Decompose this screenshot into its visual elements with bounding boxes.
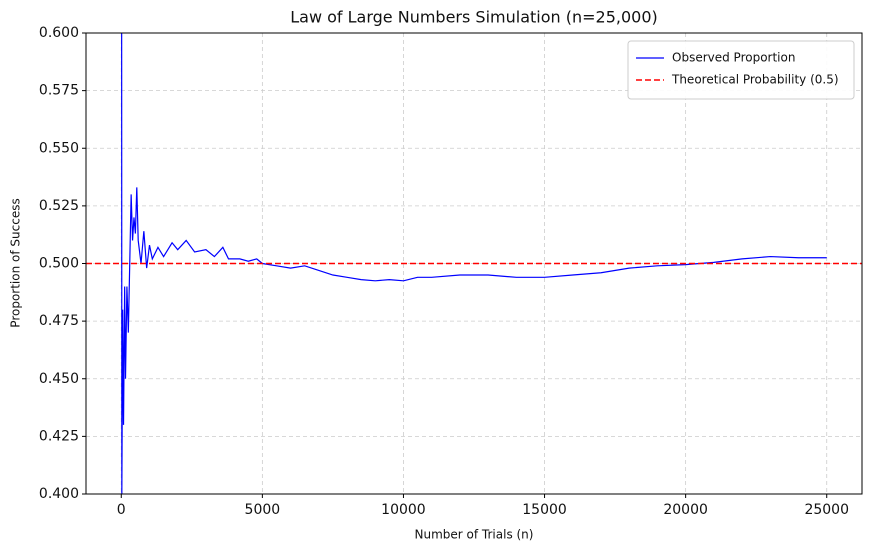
- y-tick-label: 0.500: [39, 256, 79, 272]
- legend-label: Theoretical Probability (0.5): [671, 73, 839, 87]
- x-tick-label: 0: [117, 502, 126, 518]
- data-line: [121, 33, 827, 494]
- y-tick-label: 0.475: [39, 313, 79, 329]
- x-tick-label: 15000: [522, 502, 567, 518]
- x-tick-label: 5000: [245, 502, 281, 518]
- y-tick-label: 0.575: [39, 83, 79, 99]
- x-tick-label: 10000: [381, 502, 426, 518]
- y-tick-label: 0.550: [39, 140, 79, 156]
- legend-box: [627, 40, 855, 100]
- y-tick-label: 0.525: [39, 198, 79, 214]
- y-tick-label: 0.425: [39, 428, 79, 444]
- chart-title: Law of Large Numbers Simulation (n=25,00…: [290, 8, 658, 27]
- y-axis-label: Proportion of Success: [9, 198, 23, 327]
- plot-area: [86, 33, 862, 494]
- y-tick-label: 0.600: [39, 25, 79, 41]
- x-tick-label: 20000: [663, 502, 708, 518]
- legend-label: Observed Proportion: [672, 51, 795, 65]
- x-axis-label: Number of Trials (n): [415, 528, 534, 542]
- x-tick-label: 25000: [804, 502, 849, 518]
- y-tick-label: 0.400: [39, 486, 79, 502]
- y-tick-label: 0.450: [39, 371, 79, 387]
- legend: Observed Proportion Theoretical Probabili…: [627, 40, 855, 100]
